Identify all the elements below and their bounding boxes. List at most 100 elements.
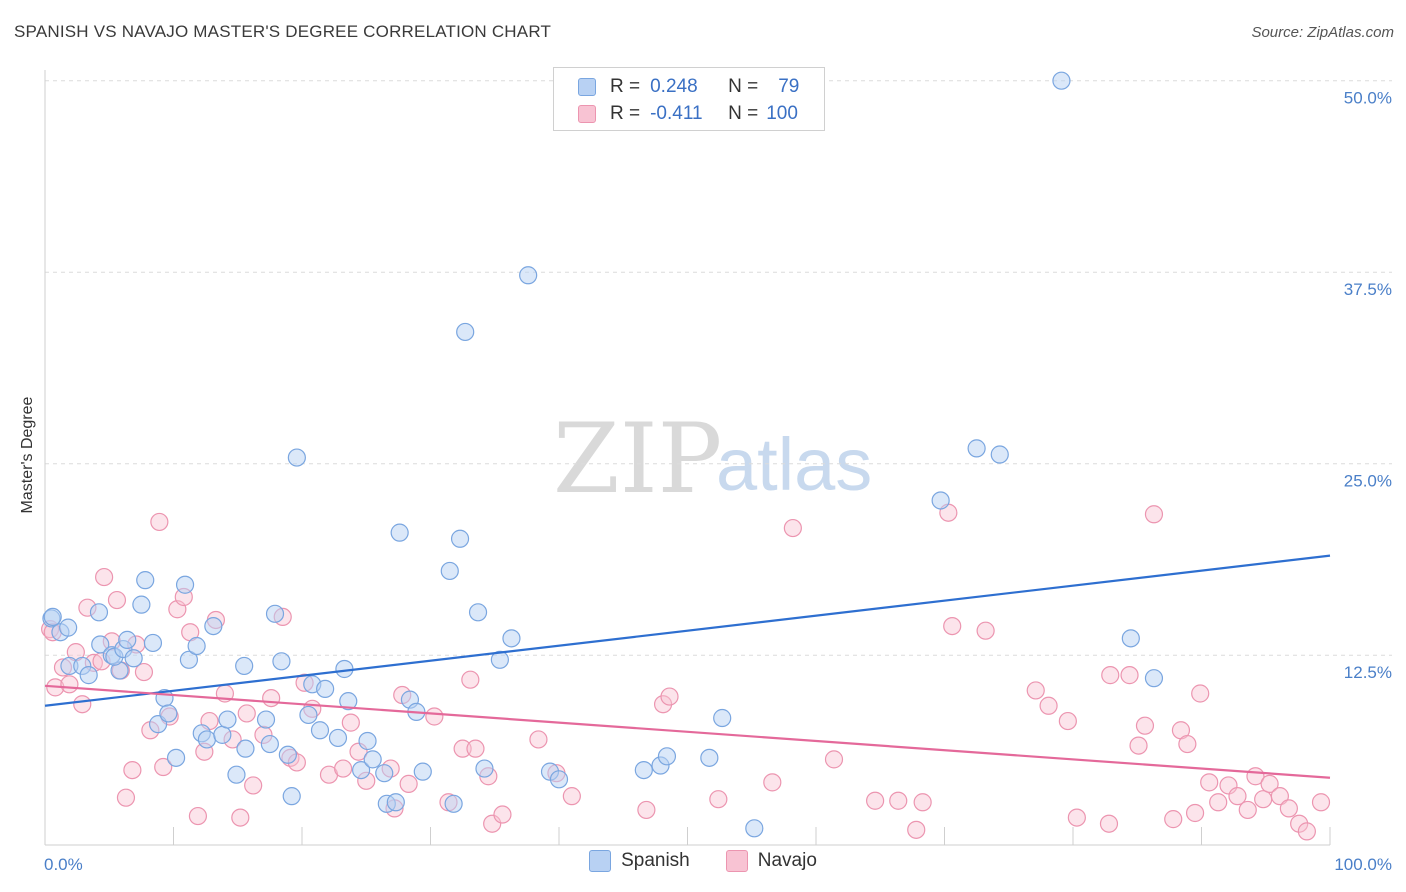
trend-lines	[44, 554, 1331, 779]
navajo-point	[116, 788, 136, 807]
legend-label-spanish: Spanish	[621, 850, 690, 871]
navajo-point	[73, 695, 92, 714]
y-tick-label: 50.0%	[1344, 89, 1392, 108]
spanish-point	[179, 650, 199, 669]
navajo-point	[107, 590, 127, 610]
navajo-point	[1099, 814, 1119, 833]
spanish-point	[450, 529, 470, 548]
navajo-point	[154, 757, 173, 777]
spanish-point	[282, 787, 301, 806]
navajo-point	[1058, 711, 1077, 731]
navajo-point	[866, 791, 885, 810]
navajo-point	[1260, 774, 1279, 793]
spanish-swatch	[589, 850, 612, 872]
tick-labels: 12.5% 25.0% 37.5% 50.0% 0.0% 100.0%	[44, 89, 1392, 874]
spanish-swatch	[578, 78, 596, 96]
spanish-point	[931, 491, 950, 510]
navajo-point	[466, 739, 485, 758]
navajo-point	[907, 820, 926, 839]
spanish-point	[657, 747, 677, 766]
n-value: 100	[766, 103, 798, 124]
navajo-point	[824, 750, 844, 769]
spanish-point	[519, 266, 538, 285]
spanish-point	[272, 652, 291, 671]
axes	[44, 70, 1331, 846]
legend-item-spanish: Spanish	[589, 850, 690, 872]
spanish-point	[502, 629, 521, 648]
navajo-point	[1026, 681, 1045, 700]
x-tick-label: 0.0%	[44, 855, 83, 874]
watermark-zip: ZIP	[553, 403, 722, 515]
spanish-trend-line	[44, 554, 1331, 707]
n-label: N =	[728, 103, 759, 124]
r-value: 0.248	[650, 76, 698, 97]
spanish-series	[42, 71, 1164, 838]
r-value: -0.411	[650, 103, 703, 124]
spanish-point	[713, 708, 732, 728]
spanish-point	[118, 630, 137, 649]
spanish-point	[328, 728, 348, 748]
n-label: N =	[728, 76, 759, 97]
spanish-point	[456, 322, 475, 342]
navajo-point	[1185, 803, 1205, 823]
spanish-point	[1121, 629, 1140, 648]
navajo-point	[399, 774, 418, 793]
spanish-point	[634, 760, 653, 780]
navajo-point	[1270, 787, 1289, 806]
navajo-point	[976, 621, 995, 640]
navajo-point	[1129, 736, 1148, 755]
navajo-point	[188, 806, 208, 826]
navajo-point	[95, 567, 114, 587]
spanish-point	[310, 721, 330, 740]
spanish-point	[549, 770, 569, 789]
spanish-point	[175, 575, 195, 594]
source-label: Source: ZipAtlas.com	[1251, 24, 1394, 41]
navajo-point	[341, 713, 360, 732]
spanish-point	[375, 764, 394, 783]
legend-row-spanish: R = 0.248 N = 79	[578, 75, 799, 99]
spanish-point	[265, 604, 285, 623]
spanish-point	[260, 734, 279, 754]
spanish-point	[132, 595, 151, 614]
navajo-point	[1228, 787, 1247, 806]
spanish-point	[363, 750, 382, 769]
navajo-point	[262, 688, 281, 708]
navajo-point	[1279, 799, 1298, 818]
navajo-point	[493, 805, 512, 824]
navajo-point	[1290, 814, 1309, 833]
navajo-point	[709, 790, 728, 809]
navajo-series	[41, 503, 1331, 841]
navajo-point	[783, 518, 802, 538]
spanish-point	[745, 819, 764, 838]
spanish-point	[159, 704, 178, 723]
navajo-point	[453, 739, 472, 758]
n-value: 79	[778, 76, 800, 97]
watermark-atlas: atlas	[716, 423, 872, 506]
x-tick-label: 100.0%	[1334, 855, 1392, 874]
navajo-point	[763, 773, 782, 792]
navajo-point	[913, 793, 932, 812]
navajo-point	[461, 670, 480, 689]
spanish-point	[490, 650, 509, 669]
navajo-trend-line	[44, 684, 1331, 779]
navajo-point	[1120, 666, 1139, 685]
chart-title: SPANISH VS NAVAJO MASTER'S DEGREE CORREL…	[14, 22, 552, 41]
spanish-point	[79, 666, 98, 685]
navajo-point	[425, 707, 444, 726]
stats-legend: R = 0.248 N = 79 R = -0.411 N = 100	[553, 67, 825, 131]
navajo-point	[1101, 666, 1120, 685]
navajo-point	[943, 616, 962, 636]
spanish-point	[124, 649, 143, 668]
spanish-point	[187, 636, 206, 656]
r-label: R =	[610, 76, 641, 97]
navajo-point	[1135, 716, 1155, 735]
spanish-point	[967, 439, 986, 458]
navajo-point	[237, 704, 256, 723]
r-label: R =	[610, 103, 641, 124]
spanish-point	[204, 616, 223, 636]
spanish-point	[316, 679, 335, 699]
navajo-point	[1209, 793, 1228, 812]
spanish-point	[89, 603, 109, 622]
navajo-point	[134, 662, 154, 682]
navajo-point	[60, 675, 79, 694]
